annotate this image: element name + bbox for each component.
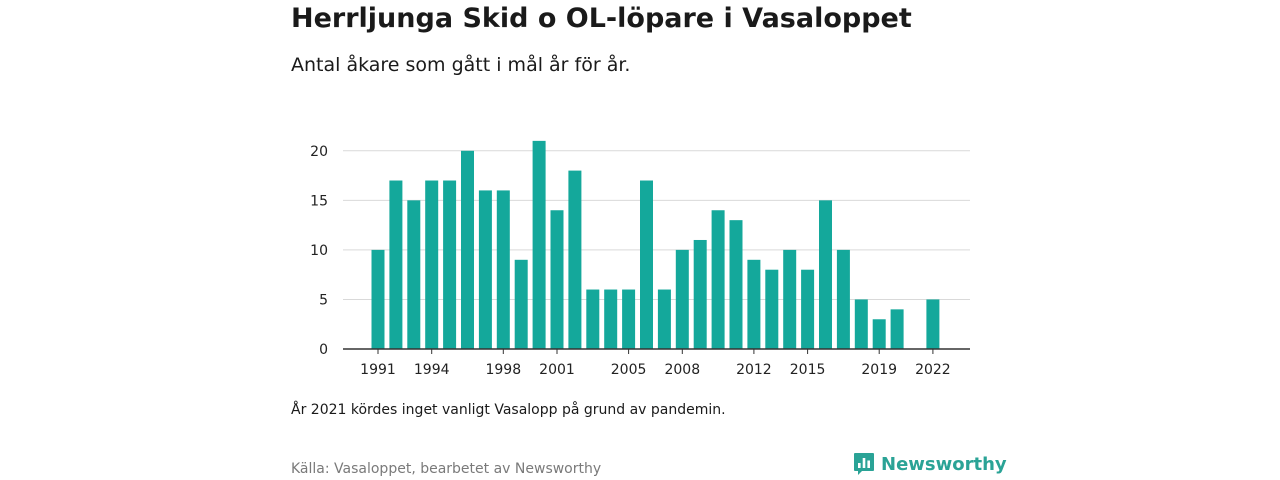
newsworthy-logo-icon	[854, 453, 874, 475]
bar	[622, 289, 636, 349]
y-tick-label: 5	[319, 292, 328, 308]
bar	[550, 210, 564, 349]
x-tick-label: 2012	[736, 362, 772, 378]
bar	[389, 180, 403, 349]
bar	[407, 200, 421, 349]
bar	[783, 249, 797, 349]
bar	[747, 259, 761, 349]
bar	[443, 180, 457, 349]
bar	[890, 309, 904, 349]
x-tick-label: 2022	[915, 362, 951, 378]
bar	[693, 239, 707, 349]
bar	[604, 289, 618, 349]
bar	[532, 140, 546, 349]
x-tick-label: 1991	[360, 362, 396, 378]
chart-subtitle: Antal åkare som gått i mål år för år.	[291, 54, 631, 76]
bar	[461, 150, 474, 349]
bar	[371, 249, 385, 349]
x-tick-label: 2015	[790, 362, 826, 378]
x-tick-label: 2008	[664, 362, 700, 378]
y-tick-label: 10	[310, 243, 328, 259]
bar	[657, 289, 671, 349]
x-tick-label: 2001	[539, 362, 575, 378]
bar	[586, 289, 600, 349]
bar	[711, 210, 725, 349]
bar	[640, 180, 653, 349]
bar	[425, 180, 439, 349]
x-tick-label: 2019	[861, 362, 897, 378]
brand-name: Newsworthy	[881, 453, 1007, 475]
brand: Newsworthy	[853, 452, 1007, 476]
bar	[854, 299, 868, 349]
bar	[801, 269, 815, 349]
x-tick-label: 2005	[611, 362, 647, 378]
bar	[836, 249, 850, 349]
bar	[675, 249, 689, 349]
bar	[568, 170, 582, 349]
bar	[478, 190, 492, 349]
bar	[514, 259, 528, 349]
x-tick-label: 1998	[485, 362, 521, 378]
bar	[496, 190, 510, 349]
bar	[872, 319, 886, 349]
bar	[819, 200, 832, 349]
y-tick-label: 15	[310, 193, 328, 209]
x-tick-label: 1994	[414, 362, 450, 378]
y-tick-label: 0	[319, 342, 328, 358]
bar	[729, 220, 743, 349]
y-tick-label: 20	[310, 144, 328, 160]
chart-title: Herrljunga Skid o OL-löpare i Vasaloppet	[291, 3, 912, 34]
bar	[765, 269, 779, 349]
source-credit: Källa: Vasaloppet, bearbetet av Newswort…	[291, 461, 602, 477]
footnote: År 2021 kördes inget vanligt Vasalopp på…	[291, 402, 726, 418]
bar	[926, 299, 940, 349]
